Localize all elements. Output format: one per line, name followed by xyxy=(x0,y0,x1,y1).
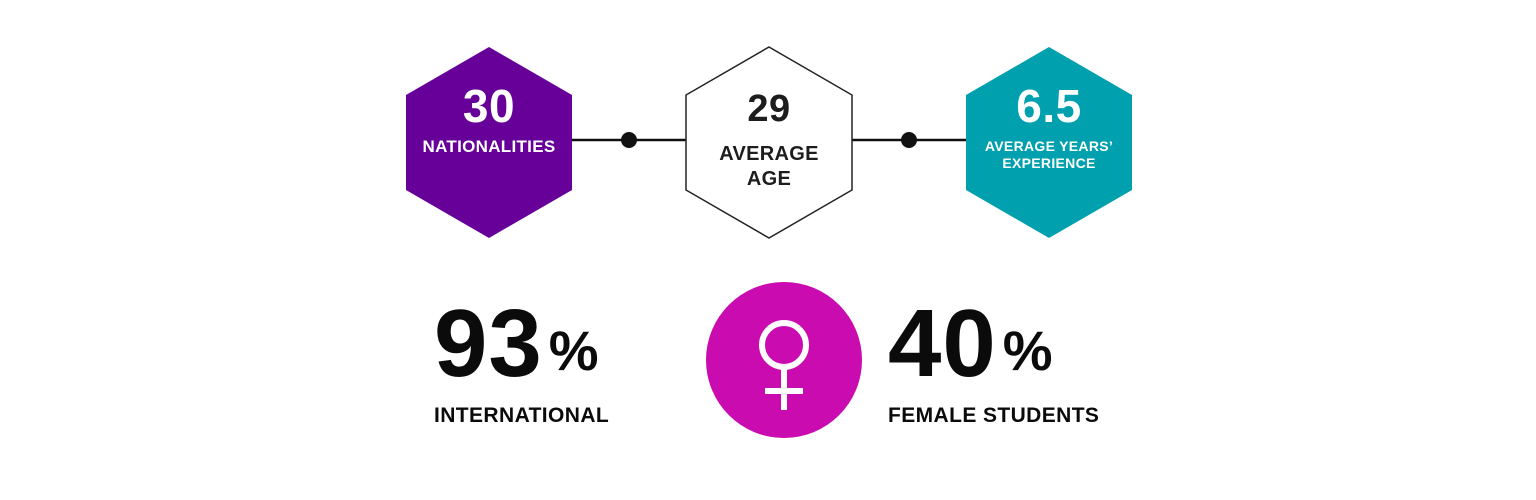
experience-hexagon xyxy=(966,47,1132,238)
nationalities-block: 30 NATIONALITIES xyxy=(406,82,572,156)
female-figure: 40% xyxy=(888,296,1099,392)
nationalities-caption: NATIONALITIES xyxy=(422,137,556,157)
female-percent-sign: % xyxy=(1002,319,1053,382)
average-age-caption-line1: AVERAGE xyxy=(719,142,819,165)
female-number: 40 xyxy=(888,290,997,397)
experience-value: 6.5 xyxy=(1016,80,1082,132)
nationalities-hexagon xyxy=(406,47,572,238)
connector-dot-1 xyxy=(621,132,637,148)
female-symbol-icon xyxy=(706,282,862,438)
average-age-block: 29 AVERAGE AGE xyxy=(686,88,852,192)
experience-caption-line1: AVERAGE YEARS’ xyxy=(984,138,1114,155)
international-stat: 93% INTERNATIONAL xyxy=(434,296,609,428)
nationalities-value: 30 xyxy=(462,80,516,132)
international-percent-sign: % xyxy=(548,319,599,382)
female-students-stat: 40% FEMALE STUDENTS xyxy=(888,296,1099,428)
average-age-hexagon xyxy=(685,46,853,239)
international-number: 93 xyxy=(434,290,543,397)
experience-block: 6.5 AVERAGE YEARS’ EXPERIENCE xyxy=(966,82,1132,172)
experience-caption-line2: EXPERIENCE xyxy=(1002,155,1096,172)
average-age-caption-line2: AGE xyxy=(746,167,792,190)
average-age-value: 29 xyxy=(747,88,791,130)
international-figure: 93% xyxy=(434,296,609,392)
connector-dot-2 xyxy=(901,132,917,148)
average-age-caption: AVERAGE AGE xyxy=(686,142,852,192)
experience-caption: AVERAGE YEARS’ EXPERIENCE xyxy=(966,138,1132,172)
female-caption: FEMALE STUDENTS xyxy=(888,404,1100,427)
international-caption: INTERNATIONAL xyxy=(434,404,610,427)
